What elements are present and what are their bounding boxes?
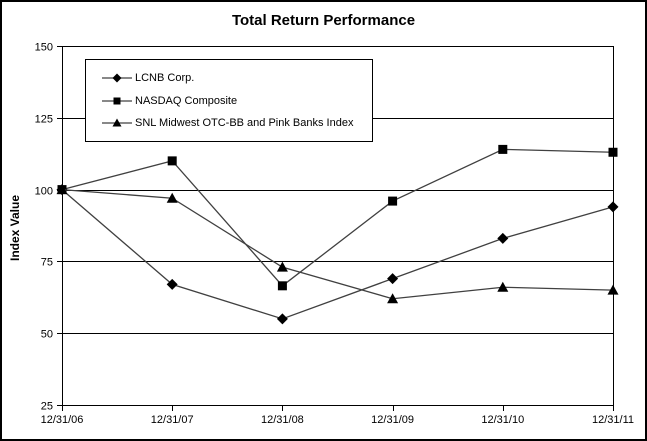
y-tick-label: 150 [35,42,53,54]
legend-item: NASDAQ Composite [102,95,372,107]
chart-title: Total Return Performance [231,12,416,29]
diamond-marker-icon [607,201,619,213]
x-tick-label: 12/31/11 [592,414,634,426]
square-marker-icon [113,97,121,104]
legend-triangle-key-icon [102,118,132,127]
series-line [61,148,614,287]
triangle-marker-icon [112,118,122,127]
legend-item: SNL Midwest OTC-BB and Pink Banks Index [102,117,372,129]
legend-label: SNL Midwest OTC-BB and Pink Banks Index [135,116,354,129]
y-tick-label: 25 [41,401,53,413]
y-tick-label: 75 [41,257,53,269]
triangle-marker-icon [276,261,288,272]
series-line [61,189,614,320]
diamond-marker-icon [276,313,288,325]
y-tick-label: 100 [35,186,53,198]
x-tick-label: 12/31/07 [151,414,194,426]
y-tick-label: 50 [41,329,53,341]
square-marker-icon [277,281,287,291]
triangle-marker-icon [56,184,68,195]
x-tick-label: 12/31/06 [41,414,84,426]
legend-square-key-icon [102,97,132,104]
x-tick-label: 12/31/10 [481,414,524,426]
square-marker-icon [498,144,508,154]
square-marker-icon [388,196,398,206]
x-tick-label: 12/31/08 [261,414,304,426]
x-tick-label: 12/31/09 [371,414,414,426]
y-tick-label: 125 [35,114,53,126]
legend-label: NASDAQ Composite [135,94,238,107]
series-line [61,188,614,300]
triangle-marker-icon [607,284,619,295]
triangle-marker-icon [497,281,509,292]
triangle-marker-icon [387,293,399,304]
diamond-marker-icon [166,278,178,290]
legend: LCNB Corp. NASDAQ Composite SNL Midwest OT… [85,59,373,142]
diamond-marker-icon [112,73,122,83]
square-marker-icon [167,156,177,166]
legend-label: LCNB Corp. [135,72,195,85]
legend-item: LCNB Corp. [102,72,372,84]
square-marker-icon [608,147,618,157]
diamond-marker-icon [387,273,399,285]
triangle-marker-icon [166,192,178,203]
diamond-marker-icon [497,232,509,244]
legend-diamond-key-icon [102,73,132,83]
